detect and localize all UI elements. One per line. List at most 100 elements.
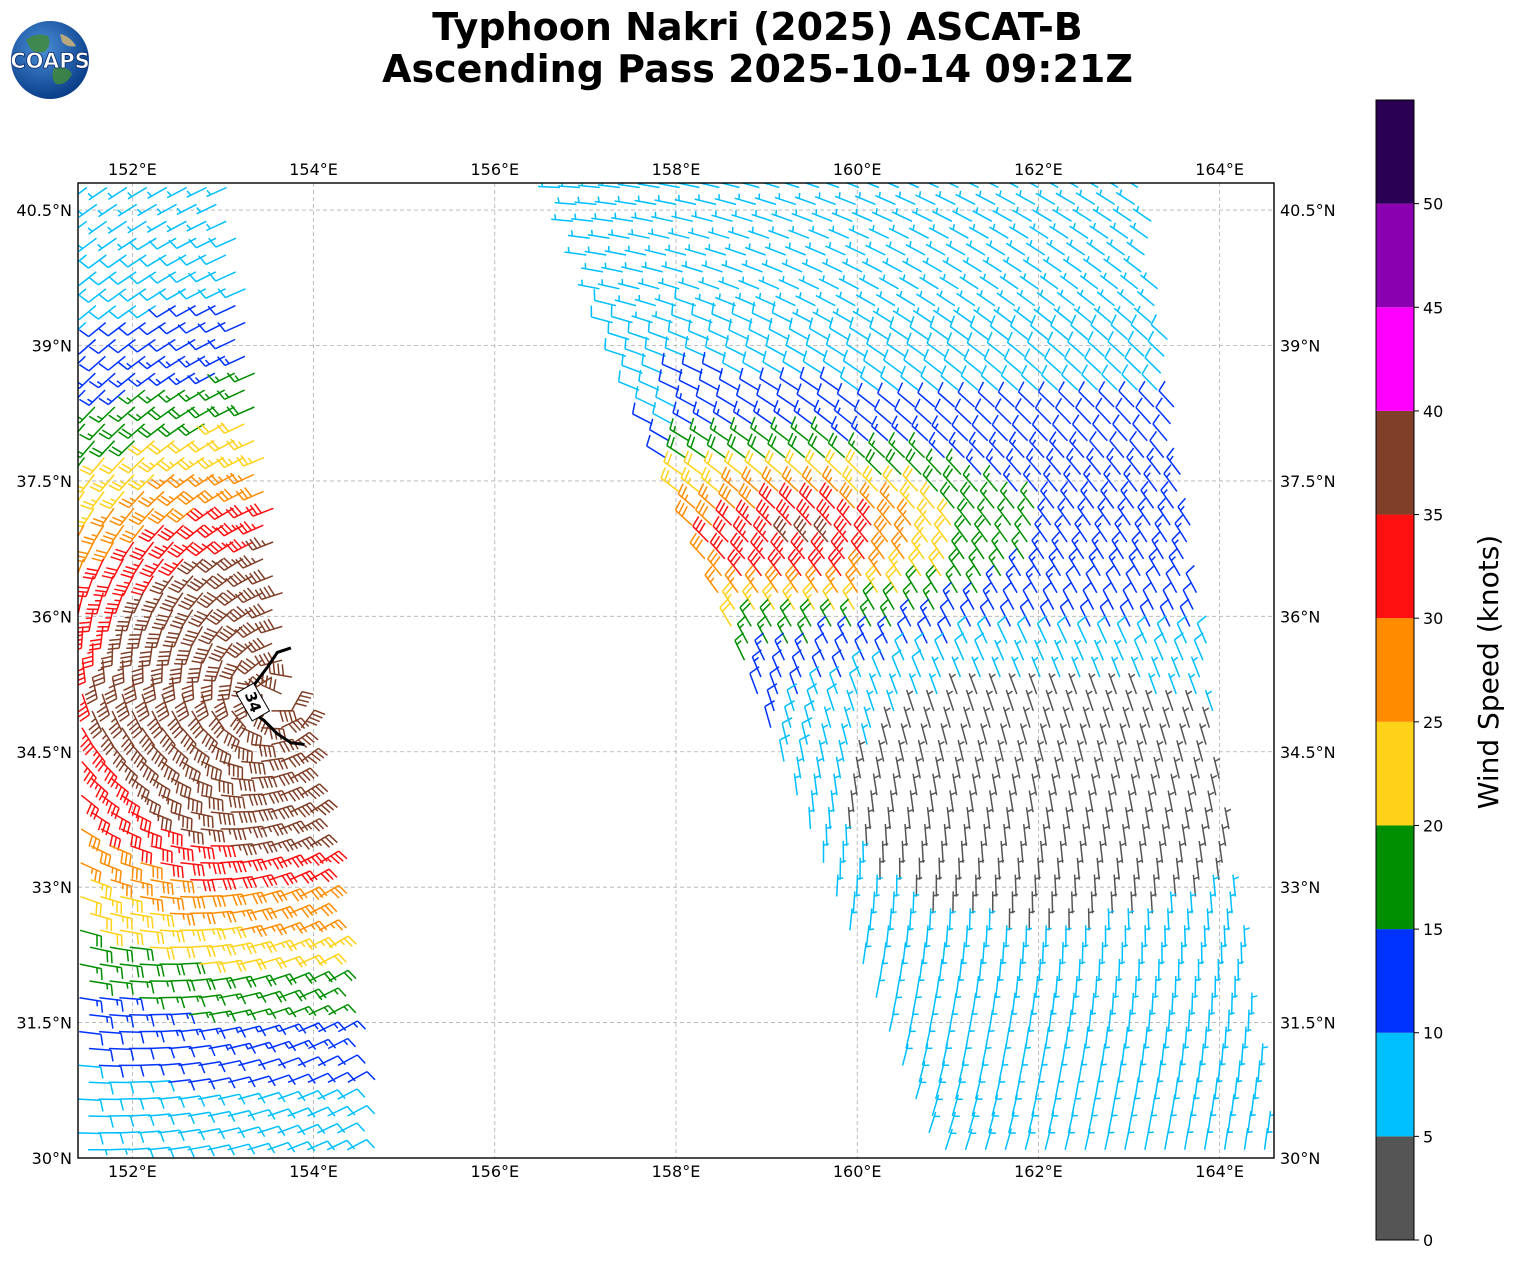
wind-barb	[1008, 908, 1016, 931]
wind-barb	[289, 870, 318, 884]
wind-barb	[1087, 331, 1105, 357]
wind-barb	[667, 228, 690, 239]
wind-barb	[176, 490, 205, 505]
wind-barb	[1243, 925, 1250, 948]
wind-barb	[239, 958, 267, 971]
wind-barb	[564, 246, 587, 256]
wind-barb	[138, 321, 166, 336]
wind-barb	[854, 632, 865, 661]
wind-barb	[217, 1093, 246, 1105]
wind-barb	[205, 220, 227, 232]
wind-barb	[1184, 1026, 1193, 1049]
wind-barb	[948, 1111, 960, 1134]
wind-barb	[802, 581, 816, 610]
wind-barb	[689, 417, 710, 442]
wind-barb	[821, 258, 843, 273]
wind-barb	[129, 946, 155, 962]
wind-barb	[249, 907, 278, 921]
wind-barb	[806, 683, 818, 712]
wind-barb	[971, 1094, 983, 1117]
wind-barb	[154, 693, 170, 722]
wind-barb	[100, 643, 114, 669]
wind-barb	[825, 565, 839, 594]
wind-barb	[1015, 975, 1024, 998]
wind-barb	[128, 1080, 155, 1093]
wind-barb	[904, 823, 911, 846]
wind-barb	[1059, 723, 1068, 745]
wind-barb	[939, 273, 959, 290]
lon-tick-label-top: 156°E	[470, 160, 519, 179]
lat-tick-label-right: 36°N	[1280, 607, 1320, 626]
wind-barb	[112, 660, 125, 687]
wind-barb	[923, 348, 942, 374]
wind-barb	[1076, 615, 1088, 644]
wind-barb	[88, 1081, 114, 1095]
wind-barb	[948, 431, 965, 459]
wind-barb	[298, 954, 327, 967]
wind-barb	[1144, 807, 1152, 830]
chart-title: Typhoon Nakri (2025) ASCAT-B Ascending P…	[250, 6, 1265, 90]
wind-barb	[347, 1070, 376, 1083]
wind-barb	[968, 548, 982, 577]
wind-barb	[921, 840, 928, 863]
wind-barb	[177, 355, 206, 368]
wind-barb	[1022, 706, 1031, 728]
wind-barb	[1230, 1094, 1240, 1117]
wind-barb	[938, 857, 945, 880]
wind-barb	[707, 227, 730, 239]
wind-barb	[661, 261, 683, 273]
wind-barb	[865, 925, 875, 948]
wind-barb	[118, 490, 145, 509]
wind-barb	[118, 1131, 145, 1144]
wind-barb	[761, 466, 779, 492]
wind-barb	[870, 790, 877, 813]
wind-barb	[985, 240, 1006, 256]
wind-barb	[1042, 706, 1051, 728]
wind-barb	[991, 1094, 1003, 1117]
wind-barb	[205, 573, 234, 590]
wind-barb	[110, 811, 131, 835]
wind-barb	[288, 972, 317, 984]
wind-barb	[110, 845, 132, 866]
wind-barb	[645, 434, 666, 459]
wind-barb	[871, 208, 893, 222]
wind-barb	[90, 811, 111, 836]
wind-barb	[701, 260, 723, 273]
wind-barb	[836, 382, 856, 408]
wind-barb	[944, 1128, 957, 1151]
wind-barb	[1080, 481, 1095, 509]
wind-barb	[177, 321, 206, 334]
wind-barb	[79, 929, 103, 948]
wind-barb	[872, 891, 880, 914]
wind-barb	[939, 481, 955, 509]
wind-barb	[216, 422, 245, 434]
wind-barb	[962, 464, 979, 492]
wind-barb	[1136, 857, 1143, 880]
wind-barb	[78, 389, 86, 399]
wind-barb	[1020, 840, 1027, 863]
wind-barb	[280, 820, 309, 834]
wind-barb	[1045, 807, 1053, 830]
wind-barb	[1065, 807, 1073, 830]
wind-barb	[92, 660, 106, 687]
wind-barb	[1054, 874, 1061, 897]
wind-barb	[144, 626, 164, 649]
wind-barb	[179, 962, 206, 975]
wind-barb	[128, 305, 157, 319]
wind-barb	[934, 632, 945, 661]
wind-barb	[750, 416, 769, 442]
wind-barb	[81, 643, 94, 670]
wind-barb	[78, 558, 85, 575]
wind-barb	[804, 449, 823, 476]
wind-barb	[1076, 289, 1095, 307]
wind-barb	[971, 773, 979, 796]
wind-barb	[825, 242, 846, 256]
wind-barb	[1140, 272, 1159, 290]
wind-barb	[774, 193, 797, 206]
wind-barb	[244, 569, 274, 585]
wind-barb	[1090, 891, 1098, 914]
wind-barb	[848, 225, 870, 239]
wind-barb	[186, 186, 207, 198]
wind-barb	[937, 739, 945, 762]
wind-barb	[1147, 908, 1154, 931]
